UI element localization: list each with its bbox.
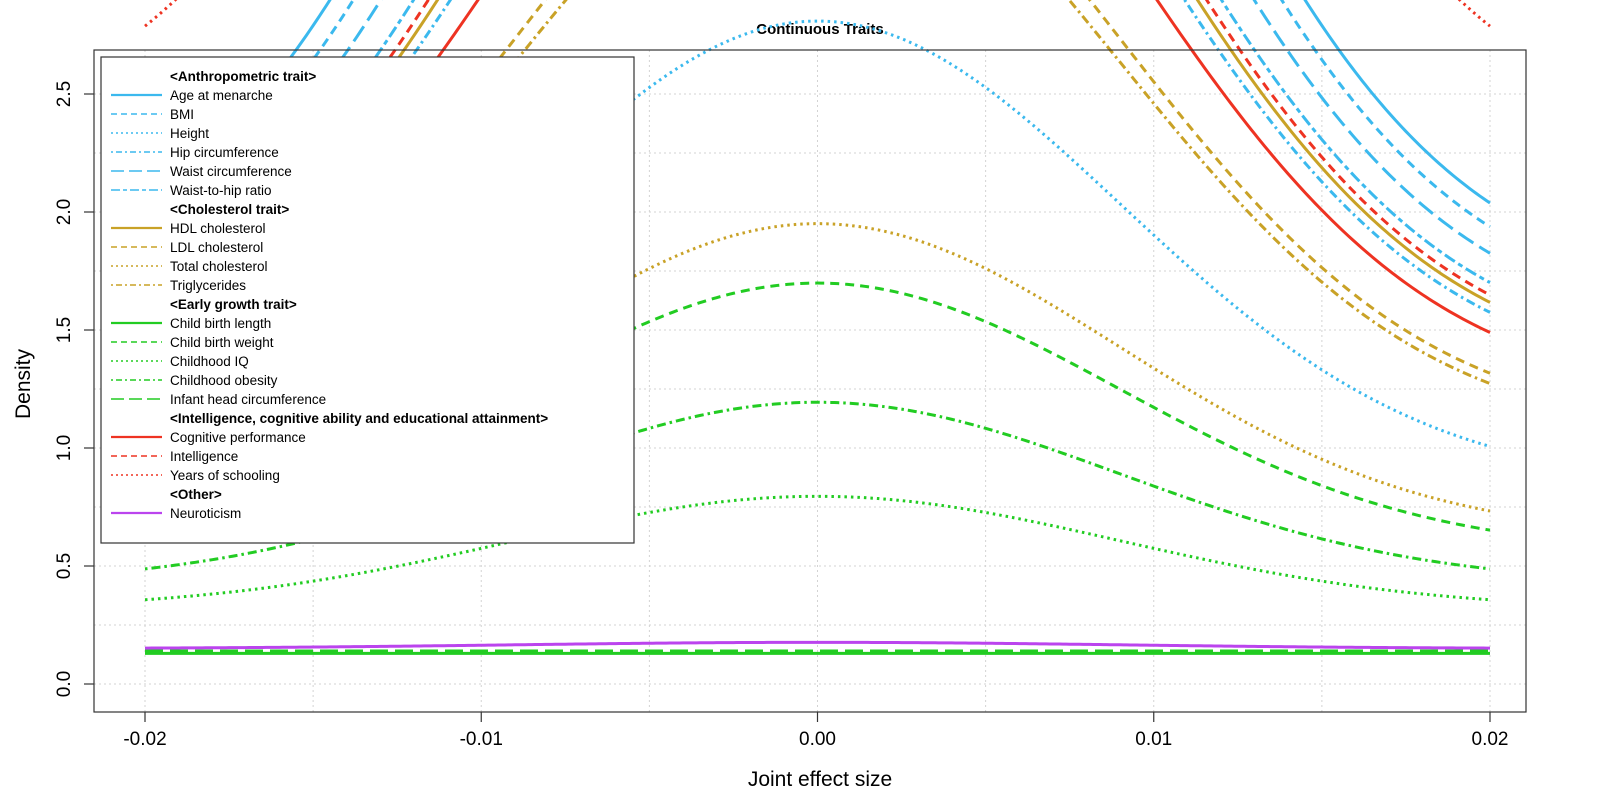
curve-neuroticism (144, 640, 1491, 650)
legend-label-waist-to-hip-ratio: Waist-to-hip ratio (170, 183, 272, 198)
legend-label-ldl-cholesterol: LDL cholesterol (170, 240, 263, 255)
legend-label-triglycerides: Triglycerides (170, 278, 246, 293)
legend-group-early-growth-trait: <Early growth trait> (170, 297, 297, 312)
legend: <Anthropometric trait> Age at menarche BMI… (100, 56, 635, 544)
curve-waist-circumference (144, 0, 1491, 255)
y-tick-label-0: 0.0 (54, 671, 75, 697)
legend-label-years-of-schooling: Years of schooling (170, 468, 280, 483)
y-tick-label-1: 0.5 (54, 553, 75, 579)
y-tick-label-4: 2.0 (54, 199, 75, 225)
legend-label-waist-circumference: Waist circumference (170, 164, 292, 179)
x-tick-label-2: 0.00 (799, 729, 836, 750)
curve-child-birth-weight (144, 281, 1491, 532)
legend-group-anthropometric-trait: <Anthropometric trait> (170, 69, 316, 84)
y-axis: 0.0 0.5 1.0 1.5 2.0 2.5 (54, 81, 94, 697)
x-tick-label-4: 0.02 (1472, 729, 1509, 750)
legend-group-cholesterol-trait: <Cholesterol trait> (170, 202, 289, 217)
x-tick-label-1: -0.01 (460, 729, 503, 750)
legend-label-infant-head-circumference: Infant head circumference (170, 392, 326, 407)
legend-box (100, 56, 635, 544)
legend-label-child-birth-length: Child birth length (170, 316, 271, 331)
y-tick-label-3: 1.5 (54, 317, 75, 343)
legend-label-hip-circumference: Hip circumference (170, 145, 279, 160)
chart-title: Continuous Traits (756, 21, 884, 38)
y-tick-label-2: 1.0 (54, 435, 75, 461)
legend-label-bmi: BMI (170, 107, 194, 122)
y-tick-label-5: 2.5 (54, 81, 75, 107)
legend-label-intelligence: Intelligence (170, 449, 238, 464)
legend-label-neuroticism: Neuroticism (170, 506, 241, 521)
plot-frame (93, 49, 1527, 713)
legend-label-childhood-obesity: Childhood obesity (170, 373, 278, 388)
legend-label-child-birth-weight: Child birth weight (170, 335, 274, 350)
legend-label-cognitive-performance: Cognitive performance (170, 430, 306, 445)
legend-group-intelligence-cognitive-ability-and-educational-attainment: <Intelligence, cognitive ability and edu… (170, 411, 548, 426)
legend-label-height: Height (170, 126, 209, 141)
legend-group-other: <Other> (170, 487, 222, 502)
legend-label-childhood-iq: Childhood IQ (170, 354, 249, 369)
legend-label-age-at-menarche: Age at menarche (170, 88, 273, 103)
y-axis-label: Density (12, 348, 35, 419)
x-axis-label: Joint effect size (748, 768, 892, 791)
grid-lines (94, 50, 1526, 712)
legend-label-total-cholesterol: Total cholesterol (170, 259, 268, 274)
x-tick-label-3: 0.01 (1135, 729, 1172, 750)
x-axis: -0.02 -0.01 0.00 0.01 0.02 (123, 712, 1508, 750)
legend-label-hdl-cholesterol: HDL cholesterol (170, 221, 266, 236)
x-tick-label-0: -0.02 (123, 729, 166, 750)
